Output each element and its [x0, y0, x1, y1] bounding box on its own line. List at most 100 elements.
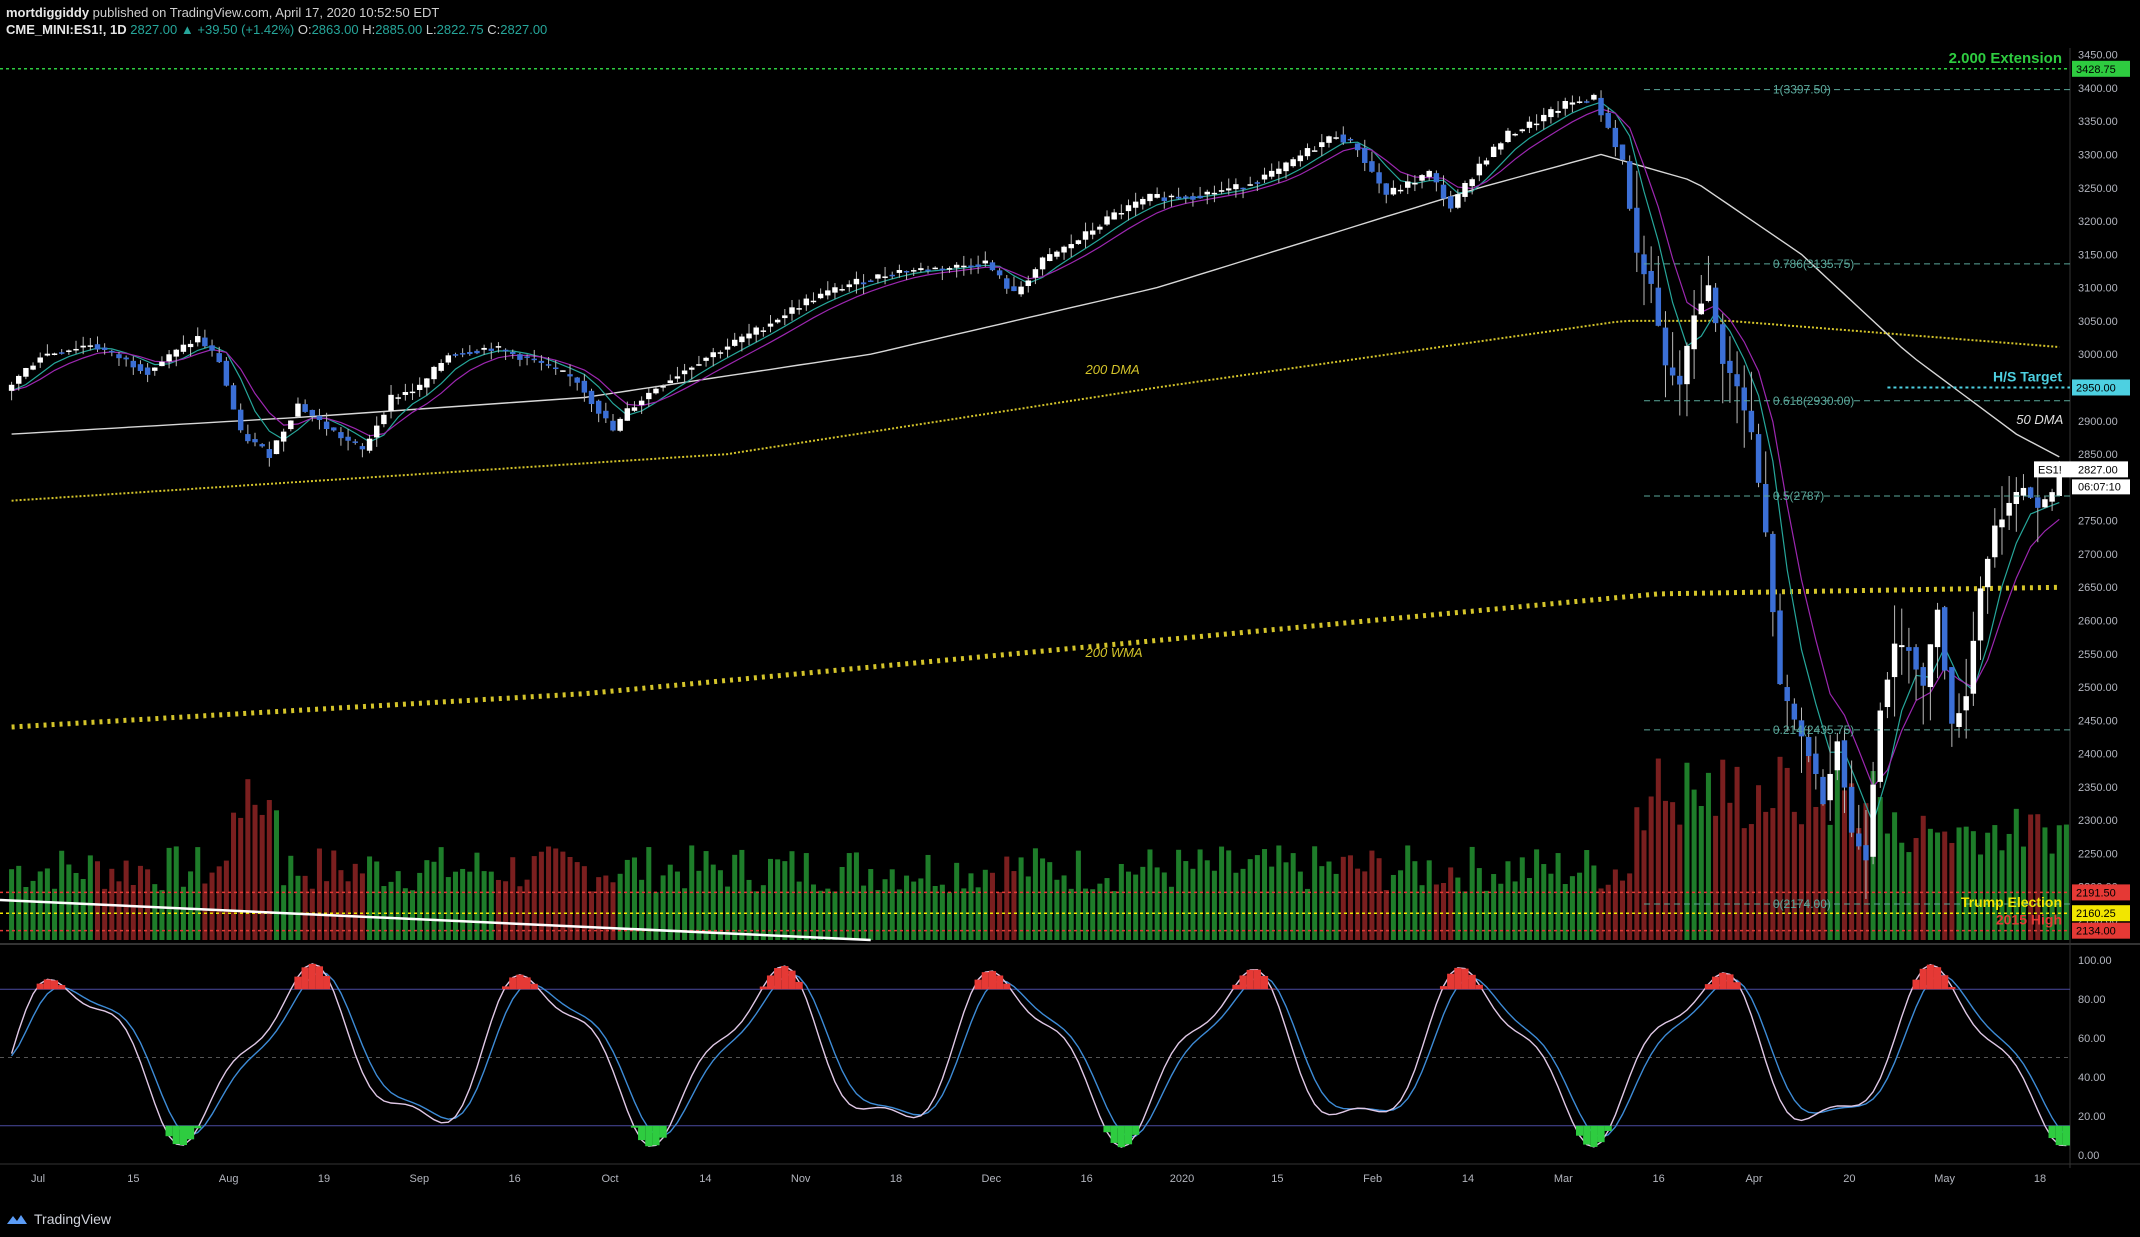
volume-bar	[939, 884, 945, 940]
price-tick-label: 3050.00	[2078, 316, 2118, 328]
wma200-line	[11, 584, 2060, 730]
candle-body	[724, 346, 731, 350]
volume-bar	[1734, 766, 1740, 940]
level-label: Trump Election	[1961, 894, 2062, 910]
volume-bar	[1190, 868, 1196, 940]
volume-bar	[402, 888, 408, 940]
candle-body	[1791, 703, 1798, 720]
candle-body	[1025, 280, 1031, 286]
volume-bar	[1677, 824, 1683, 940]
volume-bar	[359, 873, 365, 940]
volume-bar	[102, 888, 108, 940]
candle-body	[409, 391, 416, 394]
volume-bar	[861, 885, 867, 940]
volume-bar	[188, 871, 194, 940]
volume-bar	[52, 888, 58, 940]
volume-bar	[1569, 876, 1575, 940]
volume-bar	[1025, 876, 1031, 940]
author-name[interactable]: mortdiggiddy	[6, 5, 90, 20]
volume-bar	[1806, 753, 1812, 940]
annotation-200wma: 200 WMA	[1085, 645, 1143, 660]
candle-body	[853, 278, 860, 285]
candle-body	[1462, 182, 1468, 197]
volume-bar	[631, 857, 637, 940]
candle-body	[1626, 161, 1633, 209]
candle-body	[1891, 643, 1898, 678]
footer: TradingView	[6, 1206, 111, 1232]
candle-body	[1970, 640, 1977, 694]
candle-body	[309, 409, 316, 416]
candle-body	[1218, 190, 1225, 192]
candle-body	[352, 441, 358, 443]
candle-body	[1039, 257, 1046, 270]
candle-body	[245, 434, 251, 442]
candle-body	[438, 363, 444, 371]
volume-bar	[1433, 884, 1439, 940]
volume-bar	[1491, 874, 1497, 940]
volume-bar	[2042, 827, 2048, 940]
candle-body	[1906, 647, 1912, 651]
price-tick-label: 2400.00	[2078, 749, 2118, 761]
candle-body	[989, 262, 996, 271]
price-tick-label: 3350.00	[2078, 116, 2118, 128]
candle-body	[452, 354, 459, 356]
candle-body	[1655, 287, 1662, 326]
candle-body	[939, 268, 946, 271]
candle-body	[159, 361, 165, 367]
candle-body	[631, 407, 638, 411]
candle-body	[1691, 315, 1697, 350]
volume-bar	[674, 871, 680, 940]
candle-body	[839, 289, 845, 291]
candle-body	[825, 290, 831, 296]
candle-body	[359, 446, 366, 450]
fib-label: 1(3397.50)	[1773, 83, 1831, 97]
candle-body	[187, 343, 194, 348]
candle-body	[467, 351, 473, 355]
candle-body	[1827, 773, 1833, 801]
candle-body	[731, 339, 738, 346]
candle-body	[982, 260, 989, 264]
volume-bar	[202, 883, 208, 940]
candle-body	[101, 347, 108, 350]
price-tick-label: 3150.00	[2078, 249, 2118, 261]
candle-body	[932, 267, 938, 270]
volume-bar	[853, 852, 859, 940]
volume-bar	[1756, 785, 1762, 940]
volume-bar	[1140, 866, 1146, 940]
volume-bar	[1813, 806, 1819, 940]
candle-body	[51, 353, 58, 355]
candle-body	[1490, 146, 1497, 158]
candle-body	[1426, 170, 1432, 177]
volume-bar	[796, 881, 802, 940]
volume-bar	[1892, 812, 1898, 940]
volume-bar	[252, 804, 258, 940]
candle-body	[817, 293, 824, 299]
last-price-tag	[2034, 461, 2128, 478]
volume-bar	[732, 854, 738, 940]
volume-bar	[488, 871, 494, 940]
volume-bar	[1856, 828, 1862, 940]
volume-bar	[818, 890, 824, 940]
candle-body	[860, 282, 867, 285]
candle-body	[1820, 776, 1826, 805]
volume-bar	[338, 870, 344, 940]
candle-body	[1104, 216, 1110, 225]
level-tag-text: 3428.75	[2076, 64, 2116, 76]
candle-body	[1326, 136, 1332, 143]
volume-bar	[1949, 842, 1955, 940]
tradingview-logo-icon[interactable]	[6, 1212, 28, 1226]
candle-body	[1147, 193, 1153, 202]
volume-bar	[1090, 889, 1096, 940]
close-value: 2827.00	[500, 22, 548, 37]
volume-bar	[1233, 872, 1239, 940]
time-tick-label: 15	[127, 1173, 139, 1185]
symbol-interval[interactable]: CME_MINI:ES1!, 1D	[6, 22, 127, 37]
level-tag	[2072, 905, 2130, 922]
volume-bar	[1011, 871, 1017, 940]
volume-bar	[438, 847, 444, 940]
volume-bar	[1290, 853, 1296, 940]
volume-bar	[1412, 861, 1418, 940]
candle-body	[1541, 114, 1547, 122]
brand-label: TradingView	[34, 1211, 112, 1227]
